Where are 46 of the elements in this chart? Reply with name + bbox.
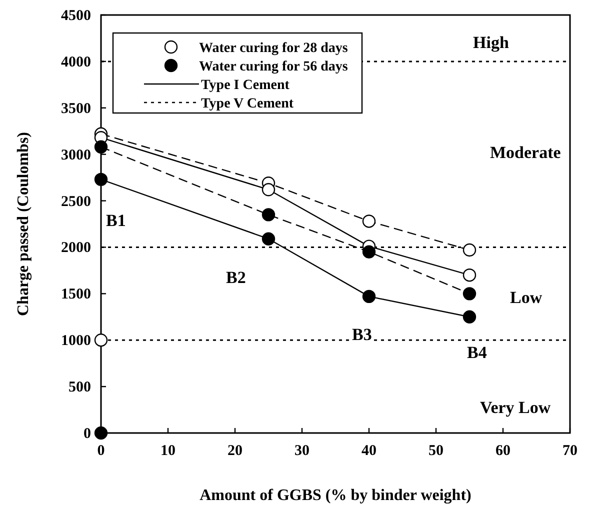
y-tick-label: 3500 [61, 100, 91, 117]
y-tick-label: 0 [84, 426, 91, 442]
legend-label: Water curing for 28 days [199, 41, 348, 56]
annotation: B2 [226, 268, 246, 287]
y-axis-title: Charge passed (Coulombs) [15, 132, 32, 316]
x-tick-label: 60 [496, 443, 510, 459]
point [94, 140, 108, 154]
point [462, 287, 476, 300]
annotation: Moderate [490, 143, 562, 162]
point [362, 245, 376, 258]
point [94, 172, 108, 186]
y-tick-label: 1500 [61, 286, 91, 303]
annotation: B3 [352, 325, 372, 344]
annotation: Type I Cement [201, 78, 290, 93]
point [262, 183, 276, 196]
y-tick-label: 2500 [61, 194, 91, 210]
point [462, 310, 476, 324]
x-tick-label: 20 [228, 443, 242, 459]
annotation: Type V Cement [201, 96, 294, 112]
x-axis-title: Amount of GGBS (% by binder weight) [200, 487, 472, 504]
y-tick-label: 4000 [61, 54, 91, 70]
point [462, 243, 476, 257]
x-tick-label: 30 [294, 443, 310, 459]
annotation: Very Low [480, 398, 552, 417]
annotation: B1 [106, 211, 126, 230]
x-tick-label: 50 [428, 443, 444, 459]
x-tick-label: 40 [362, 443, 376, 459]
annotation: Low [510, 288, 543, 307]
point [362, 214, 376, 228]
y-tick-label: 4500 [61, 8, 91, 24]
y-tick-label: 3000 [61, 147, 91, 164]
point [94, 334, 108, 347]
x-tick-label: 0 [97, 443, 105, 459]
x-tick-label: 70 [562, 443, 578, 459]
y-tick-label: 2000 [61, 240, 91, 256]
point [94, 426, 108, 440]
point [262, 232, 276, 246]
y-tick-label: 1000 [61, 333, 91, 350]
x-tick-label: 10 [160, 443, 176, 459]
point [362, 290, 376, 304]
annotation: High [473, 33, 510, 52]
point [462, 268, 476, 282]
annotation: B4 [467, 343, 488, 362]
y-tick-label: 500 [68, 380, 91, 396]
point [262, 208, 276, 222]
legend-label: Water curing for 56 days [199, 60, 348, 74]
